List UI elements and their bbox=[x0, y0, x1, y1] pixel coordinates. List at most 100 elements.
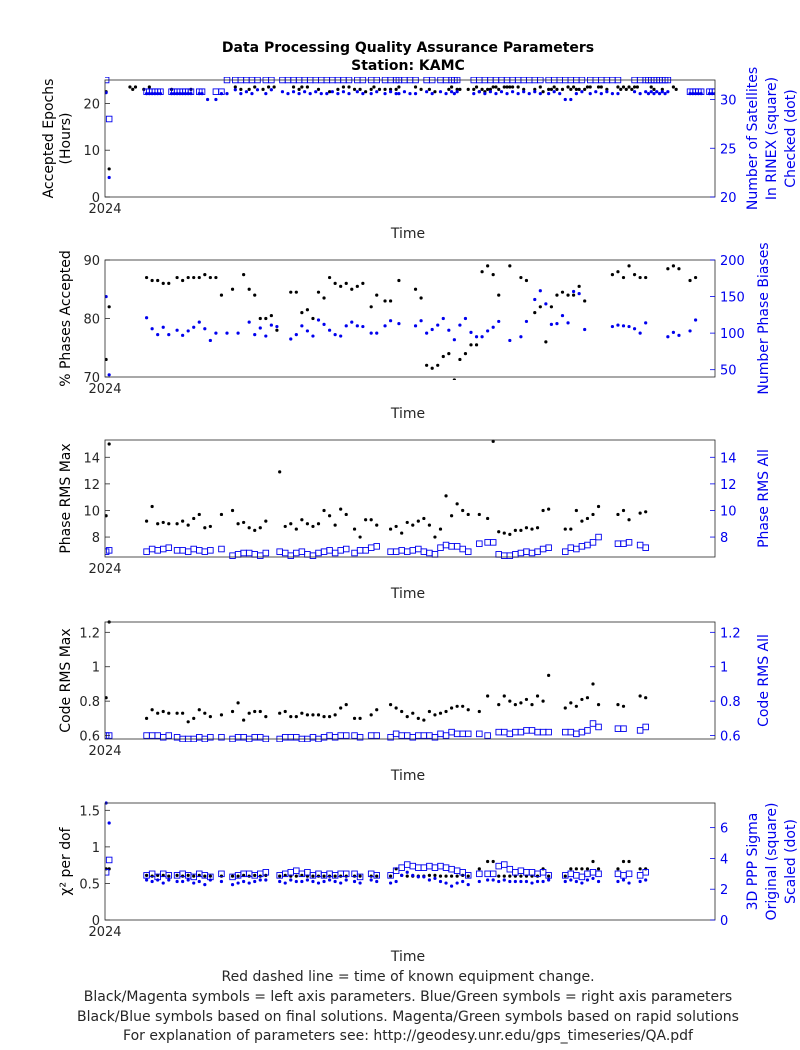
marker-dot bbox=[616, 270, 620, 274]
marker-square bbox=[179, 547, 186, 554]
marker-dot bbox=[530, 702, 534, 707]
marker-dot bbox=[289, 522, 293, 526]
marker-dot bbox=[505, 92, 509, 96]
marker-dot bbox=[524, 319, 529, 324]
marker-square bbox=[448, 543, 455, 550]
marker-dot bbox=[555, 87, 559, 91]
marker-square bbox=[287, 552, 295, 559]
marker-dot bbox=[175, 328, 179, 332]
left-axis-label: Accepted Epochs bbox=[41, 79, 57, 199]
marker-dot bbox=[644, 275, 648, 280]
marker-dot bbox=[455, 874, 459, 878]
marker-dot bbox=[300, 311, 304, 315]
marker-dot bbox=[444, 494, 448, 498]
marker-square bbox=[426, 862, 433, 870]
marker-dot bbox=[486, 694, 490, 698]
marker-dot bbox=[577, 284, 581, 288]
right-axis-label: Scaled (dot) bbox=[783, 819, 799, 904]
marker-dot bbox=[181, 92, 185, 96]
marker-dot bbox=[147, 92, 151, 96]
marker-dot bbox=[516, 92, 520, 96]
marker-square bbox=[562, 548, 569, 555]
marker-square bbox=[501, 728, 508, 736]
left-tick-label: 70 bbox=[83, 371, 100, 386]
marker-dot bbox=[167, 711, 171, 715]
marker-dot bbox=[649, 85, 653, 89]
marker-dot bbox=[303, 90, 307, 94]
marker-dot bbox=[497, 874, 501, 878]
marker-square bbox=[642, 544, 649, 551]
marker-dot bbox=[469, 343, 473, 347]
marker-dot bbox=[632, 273, 637, 277]
marker-dot bbox=[541, 867, 545, 871]
marker-square bbox=[409, 862, 417, 870]
marker-dot bbox=[230, 709, 235, 714]
marker-dot bbox=[569, 527, 573, 531]
marker-square bbox=[373, 732, 380, 739]
marker-square bbox=[356, 734, 364, 741]
marker-square bbox=[392, 730, 400, 738]
marker-dot bbox=[433, 713, 437, 717]
marker-dot bbox=[327, 328, 332, 332]
marker-dot bbox=[311, 334, 315, 338]
marker-dot bbox=[364, 518, 368, 522]
marker-square bbox=[464, 872, 472, 879]
marker-dot bbox=[107, 167, 111, 171]
marker-dot bbox=[535, 526, 540, 530]
marker-dot bbox=[491, 325, 495, 329]
marker-dot bbox=[289, 715, 293, 719]
marker-square bbox=[148, 545, 156, 553]
right-tick-label: 200 bbox=[720, 254, 745, 269]
marker-square bbox=[431, 734, 439, 741]
marker-dot bbox=[305, 522, 310, 526]
marker-dot bbox=[383, 87, 387, 91]
marker-dot bbox=[316, 713, 321, 717]
marker-dot bbox=[236, 874, 240, 878]
marker-square bbox=[326, 547, 333, 554]
marker-dot bbox=[350, 320, 354, 324]
right-tick-label: 50 bbox=[720, 364, 737, 379]
marker-dot bbox=[555, 322, 559, 326]
marker-square bbox=[415, 732, 422, 739]
marker-dot bbox=[594, 90, 598, 94]
marker-dot bbox=[208, 878, 212, 882]
marker-dot bbox=[186, 275, 190, 280]
marker-dot bbox=[200, 92, 204, 96]
marker-square bbox=[387, 734, 394, 741]
right-axis-label: Phase RMS All bbox=[756, 449, 772, 548]
left-tick-label: 1.5 bbox=[79, 804, 100, 819]
marker-dot bbox=[441, 316, 445, 321]
marker-square bbox=[711, 88, 715, 95]
marker-square bbox=[636, 727, 644, 734]
marker-dot bbox=[438, 527, 443, 531]
marker-dot bbox=[549, 305, 554, 309]
marker-dot bbox=[569, 87, 573, 91]
marker-dot bbox=[541, 699, 545, 703]
marker-dot bbox=[181, 874, 185, 878]
marker-dot bbox=[258, 874, 262, 878]
marker-dot bbox=[375, 331, 379, 335]
right-tick-label: 25 bbox=[720, 142, 737, 157]
marker-dot bbox=[519, 528, 523, 533]
marker-dot bbox=[300, 324, 304, 328]
marker-dot bbox=[327, 275, 332, 280]
marker-dot bbox=[266, 85, 271, 89]
marker-dot bbox=[627, 518, 631, 522]
marker-dot bbox=[666, 267, 670, 271]
left-tick-label: 1 bbox=[92, 661, 100, 676]
marker-dot bbox=[577, 87, 581, 91]
marker-dot bbox=[394, 524, 398, 529]
marker-dot bbox=[156, 522, 160, 526]
figure-subtitle: Station: KAMC bbox=[351, 58, 465, 74]
marker-square bbox=[403, 732, 411, 739]
marker-dot bbox=[264, 92, 268, 96]
marker-dot bbox=[416, 716, 420, 720]
marker-dot bbox=[452, 378, 456, 380]
marker-dot bbox=[175, 92, 179, 96]
marker-dot bbox=[333, 879, 337, 884]
marker-dot bbox=[527, 92, 531, 96]
marker-square bbox=[459, 730, 466, 738]
marker-dot bbox=[571, 85, 576, 89]
marker-dot bbox=[242, 273, 246, 277]
marker-dot bbox=[486, 329, 490, 333]
